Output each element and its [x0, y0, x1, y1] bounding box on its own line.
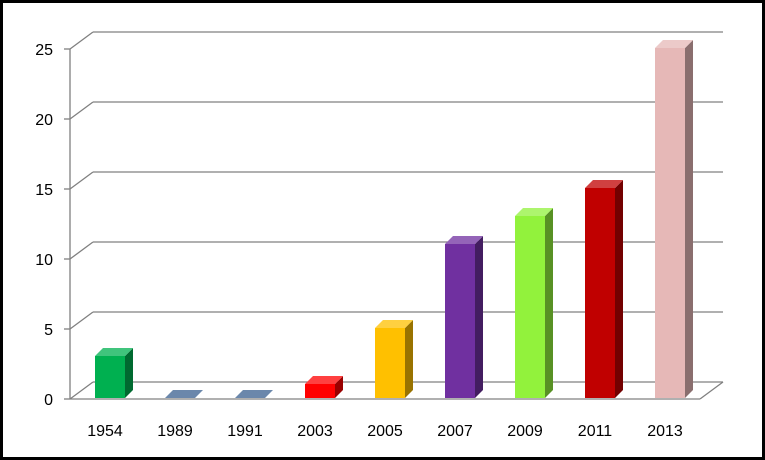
bar-side [335, 376, 343, 398]
bar-side [125, 348, 133, 398]
gridline-depth [69, 241, 94, 260]
bar-side [545, 208, 553, 398]
gridline-depth [69, 311, 94, 330]
bar-2013 [655, 40, 693, 398]
bar-side [615, 180, 623, 398]
bar-2007 [445, 236, 483, 398]
bars [95, 40, 693, 399]
bar-front [515, 216, 545, 398]
bar-2009 [515, 208, 553, 398]
x-tick-label: 2011 [578, 423, 613, 440]
bar-top [445, 236, 483, 244]
bar-front [95, 356, 125, 398]
bar-2011 [585, 180, 623, 398]
bar-top [95, 348, 133, 356]
y-tick-label: 25 [35, 42, 53, 59]
x-axis-depth-line [699, 381, 724, 400]
bar-top [375, 320, 413, 328]
y-tick-label: 15 [35, 182, 53, 199]
x-tick-label: 1954 [87, 423, 123, 440]
gridline-depth [69, 101, 94, 120]
bar-side [405, 320, 413, 398]
bar-1954 [95, 348, 133, 398]
gridline-depth [69, 31, 94, 50]
bar-2005 [375, 320, 413, 398]
y-tick-label: 0 [44, 392, 53, 409]
bar-front [305, 384, 335, 398]
gridline-depth [69, 171, 94, 190]
bar-2003 [305, 376, 343, 398]
x-axis-ticks: 1954 1989 1991 2003 2005 2007 2009 2011 2013 [87, 423, 683, 440]
x-tick-label: 2013 [647, 423, 683, 440]
bar-front [585, 188, 615, 398]
bar-side [685, 40, 693, 398]
y-tick-label: 20 [35, 112, 53, 129]
bar-top [235, 390, 273, 398]
x-tick-label: 2009 [507, 423, 543, 440]
x-tick-label: 1989 [157, 423, 193, 440]
bar-top [165, 390, 203, 398]
x-tick-label: 2005 [367, 423, 403, 440]
bar-front [375, 328, 405, 398]
bar-front [655, 48, 685, 398]
axes [69, 49, 724, 400]
x-tick-label: 2007 [437, 423, 473, 440]
bar-chart: 0 5 10 15 20 25 1954 1989 1991 2003 2005 2007 2009 2… [35, 31, 724, 440]
y-tick-label: 5 [44, 322, 53, 339]
bar-1991 [235, 390, 273, 399]
bar-top [305, 376, 343, 384]
bar-top [655, 40, 693, 48]
y-tick-label: 10 [35, 252, 53, 269]
gridlines [69, 31, 723, 400]
bar-1989 [165, 390, 203, 399]
x-tick-label: 2003 [297, 423, 333, 440]
x-tick-label: 1991 [227, 423, 263, 440]
bar-top [585, 180, 623, 188]
bar-top [515, 208, 553, 216]
bar-front [445, 244, 475, 398]
bar-side [475, 236, 483, 398]
y-axis-ticks: 0 5 10 15 20 25 [35, 42, 70, 409]
gridline-depth [69, 381, 94, 400]
